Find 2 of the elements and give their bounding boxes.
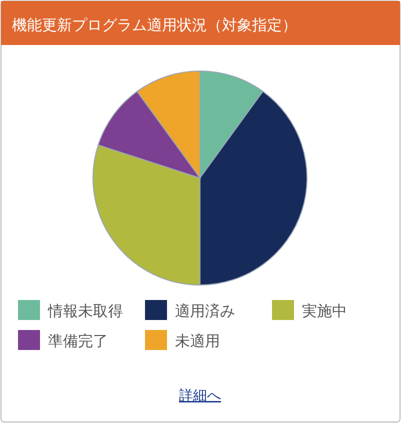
title: 機能更新プログラム適用状況（対象指定） bbox=[12, 16, 297, 34]
annotation: 詳細へ bbox=[179, 388, 221, 404]
